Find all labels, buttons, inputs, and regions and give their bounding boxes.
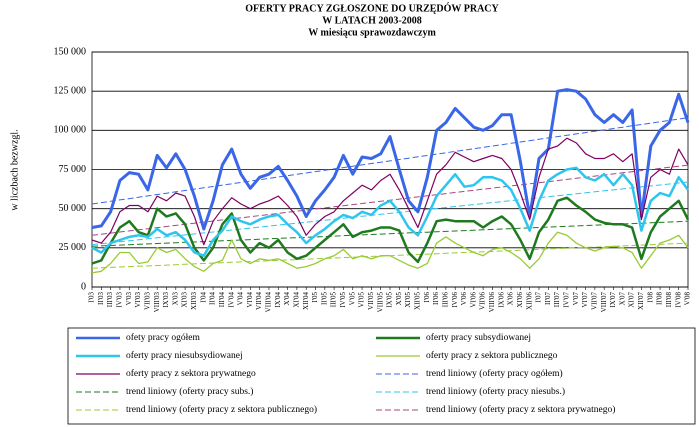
- x-tick-label: II'03: [97, 292, 105, 305]
- x-tick-label: IX'07: [609, 292, 617, 308]
- x-tick-label: XII'07: [637, 292, 645, 310]
- x-tick-label: V'08: [684, 292, 692, 306]
- x-tick-label: II'05: [320, 292, 328, 305]
- x-tick-label: X'07: [618, 292, 626, 306]
- x-tick-label: I'03: [88, 292, 96, 303]
- x-tick-label: XI'03: [181, 292, 189, 308]
- x-tick-label: IX'03: [162, 292, 170, 308]
- x-tick-label: VI'03: [134, 292, 142, 308]
- x-tick-label: VIII'07: [600, 292, 608, 313]
- x-tick-label: II'04: [209, 292, 217, 305]
- x-tick-label: II'06: [432, 292, 440, 305]
- x-tick-label: XI'04: [292, 292, 300, 308]
- legend-box: [67, 327, 696, 425]
- x-tick-label: VII'05: [367, 292, 375, 310]
- legend-label: trend liniowy (oferty pracy ogółem): [426, 368, 563, 379]
- series-line: [91, 137, 689, 246]
- x-tick-label: IX'06: [497, 292, 505, 308]
- series-line: [91, 88, 690, 231]
- x-tick-label: IV'05: [339, 292, 347, 308]
- x-tick-label: V'06: [460, 292, 468, 306]
- legend-label: oferty pracy niesubsydiowanej: [126, 350, 243, 361]
- chart-title: OFERTY PRACY ZGŁOSZONE DO URZĘDÓW PRACY: [245, 2, 499, 14]
- series-line: [91, 220, 689, 247]
- y-axis-label: w liczbach bezwzgl.: [9, 129, 20, 210]
- x-tick-label: XII'03: [190, 292, 198, 310]
- x-tick-label: XI'07: [628, 292, 636, 308]
- x-tick-label: VI'06: [469, 292, 477, 308]
- x-tick-label: III'05: [330, 292, 338, 308]
- series-line: [91, 166, 690, 257]
- x-tick-label: XII'05: [414, 292, 422, 310]
- x-tick-label: VI'07: [581, 292, 589, 308]
- x-tick-label: X'05: [395, 292, 403, 306]
- x-tick-label: V'03: [125, 292, 133, 306]
- legend-label: oferty pracy z sektora publicznego: [426, 350, 558, 361]
- series-line: [91, 231, 689, 274]
- x-tick-label: VI'04: [246, 292, 254, 308]
- x-tick-label: V'07: [572, 292, 580, 306]
- x-tick-label: X'06: [507, 292, 515, 306]
- x-tick-label: VIII'06: [488, 292, 496, 313]
- x-tick-label: X'04: [283, 292, 291, 306]
- x-tick-label: V'04: [237, 292, 245, 306]
- x-tick-label: III'04: [218, 292, 226, 308]
- x-tick-label: I'04: [199, 292, 207, 303]
- chart-subtitle: W miesiącu sprawozdawczym: [308, 27, 436, 38]
- x-tick-label: XII'06: [525, 292, 533, 310]
- x-tick-label: VII'04: [255, 292, 263, 310]
- x-tick-label: III'06: [441, 292, 449, 308]
- x-tick-label: IV'06: [451, 292, 459, 308]
- legend-label: trend liniowy (oferty pracy niesubs.): [426, 386, 565, 397]
- y-tick-label: 125 000: [54, 85, 87, 96]
- x-tick-label: II'08: [656, 292, 664, 305]
- x-tick-label: VII'07: [590, 292, 598, 310]
- x-tick-label: XI'05: [404, 292, 412, 308]
- series-line: [91, 181, 689, 246]
- x-tick-label: III'08: [665, 292, 673, 308]
- x-tick-label: XII'04: [302, 292, 310, 310]
- x-tick-label: IX'04: [274, 292, 282, 308]
- x-tick-label: IV'03: [116, 292, 124, 308]
- x-tick-label: V'05: [348, 292, 356, 306]
- chart-subtitle: W LATACH 2003-2008: [322, 15, 421, 26]
- x-tick-label: X'03: [171, 292, 179, 306]
- x-tick-label: III'03: [106, 292, 114, 308]
- x-tick-label: VII'03: [143, 292, 151, 310]
- x-tick-label: III'07: [553, 292, 561, 308]
- x-tick-label: VIII'05: [376, 292, 384, 313]
- x-tick-label: I'07: [535, 292, 543, 303]
- x-tick-label: VIII'03: [153, 292, 161, 313]
- x-tick-label: VII'06: [479, 292, 487, 310]
- y-tick-label: 50 000: [59, 203, 87, 214]
- x-tick-label: II'07: [544, 292, 552, 305]
- legend-label: trend liniowy (oferty pracy z sektora pu…: [126, 404, 317, 415]
- legend-label: trend liniowy (oferty pracy subs.): [126, 386, 253, 397]
- y-tick-label: 0: [81, 281, 86, 292]
- x-tick-label: IX'05: [386, 292, 394, 308]
- legend-label: oferty pracy subsydiowanej: [426, 332, 531, 343]
- y-tick-label: 150 000: [54, 46, 87, 57]
- y-tick-label: 25 000: [59, 242, 87, 253]
- x-tick-label: VIII'04: [265, 292, 273, 313]
- x-tick-label: IV'08: [674, 292, 682, 308]
- legend-label: trend liniowy (oferty pracy z sektora pr…: [426, 404, 615, 415]
- y-tick-label: 75 000: [59, 164, 87, 175]
- x-tick-label: IV'04: [227, 292, 235, 308]
- legend-label: oferty pracy z sektora prywatnego: [126, 368, 256, 379]
- x-tick-label: IV'07: [563, 292, 571, 308]
- x-tick-label: I'05: [311, 292, 319, 303]
- legend-label: ofety pracy ogółem: [126, 332, 200, 343]
- x-tick-label: I'06: [423, 292, 431, 303]
- series-line: [91, 196, 690, 265]
- x-tick-label: XI'06: [516, 292, 524, 308]
- x-tick-label: I'08: [646, 292, 654, 303]
- y-tick-label: 100 000: [54, 125, 87, 136]
- x-tick-label: VI'05: [358, 292, 366, 308]
